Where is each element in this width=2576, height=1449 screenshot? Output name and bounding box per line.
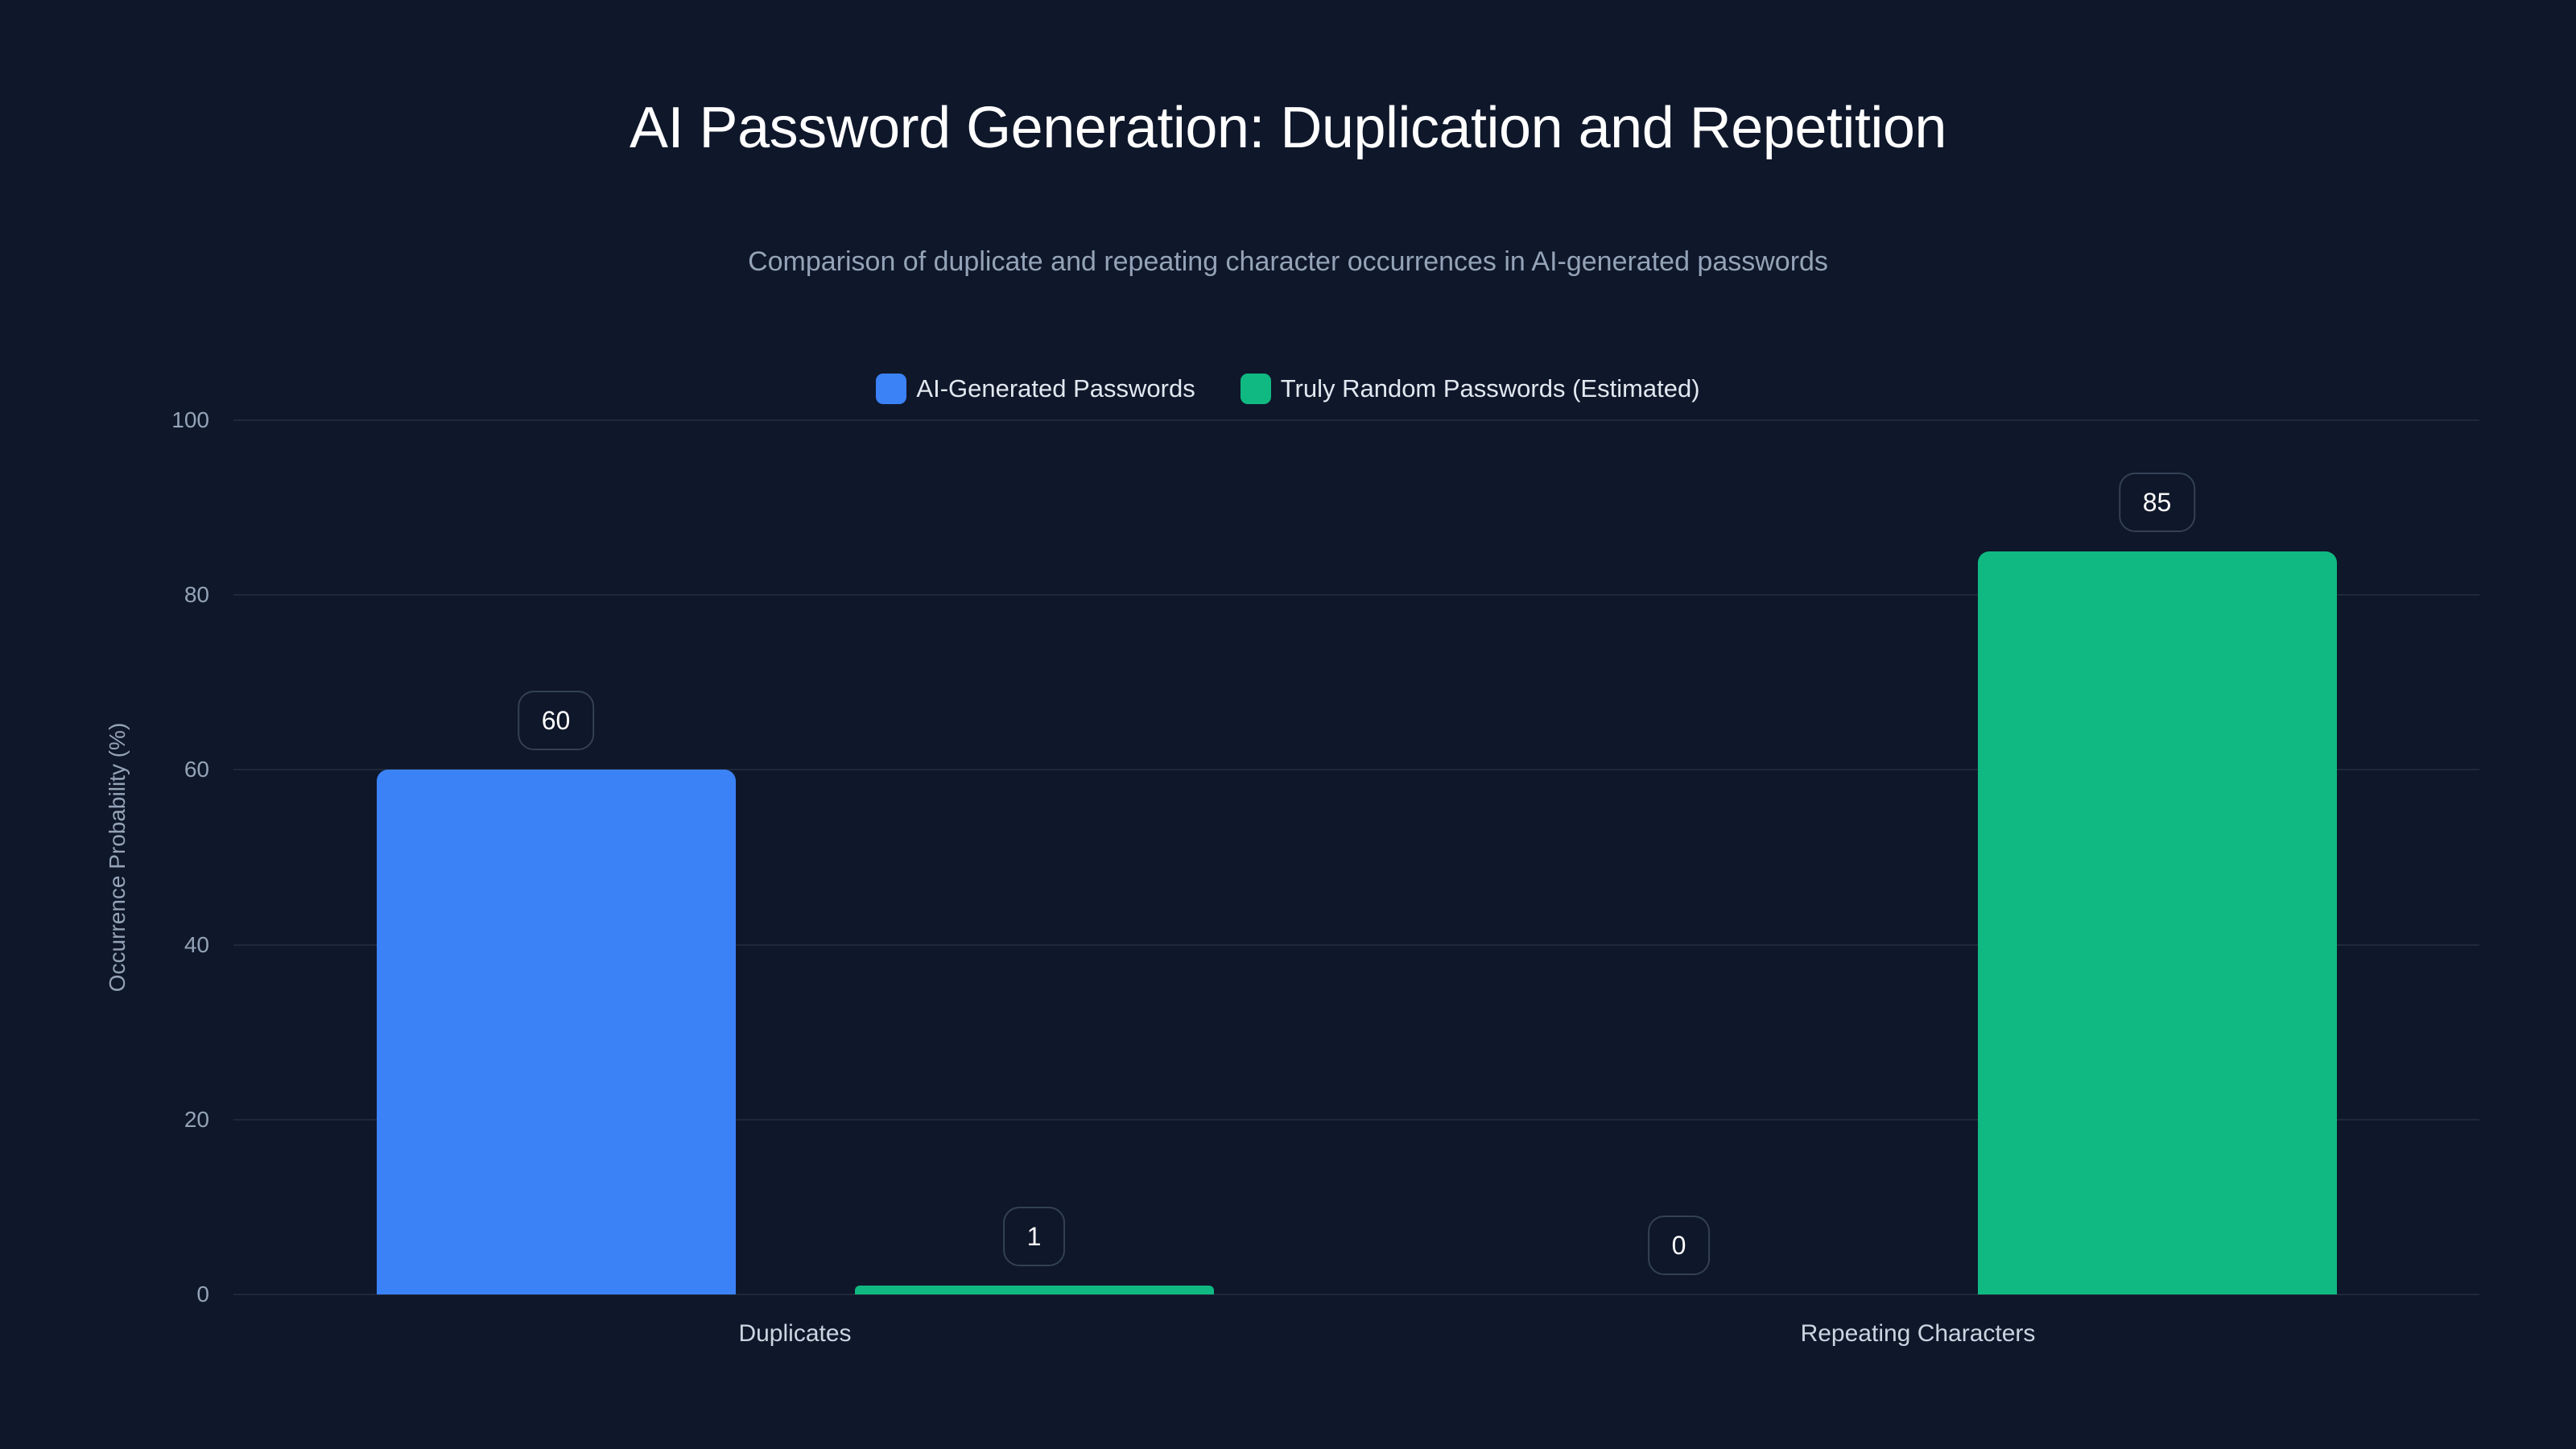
legend-swatch-ai-icon xyxy=(876,374,907,404)
legend-swatch-random-icon xyxy=(1240,374,1271,404)
y-tick-label: 0 xyxy=(196,1282,209,1307)
chart-title: AI Password Generation: Duplication and … xyxy=(630,96,1946,160)
y-tick-label: 60 xyxy=(184,757,209,782)
data-label: 60 xyxy=(517,691,595,751)
data-label: 85 xyxy=(2118,472,2196,532)
bar-random-1[interactable] xyxy=(1977,551,2337,1294)
legend-item-ai[interactable]: AI-Generated Passwords xyxy=(876,374,1195,404)
bar-ai-0[interactable] xyxy=(376,770,736,1294)
legend-label: Truly Random Passwords (Estimated) xyxy=(1280,374,1700,402)
bar-random-0[interactable] xyxy=(854,1286,1214,1294)
y-tick-label: 80 xyxy=(184,582,209,608)
gridline xyxy=(233,1118,2479,1121)
data-label: 0 xyxy=(1647,1216,1711,1275)
gridline xyxy=(233,594,2479,597)
y-tick-label: 100 xyxy=(171,407,209,432)
x-tick-label: Duplicates xyxy=(738,1320,852,1347)
y-tick-label: 20 xyxy=(184,1106,209,1132)
legend-label: AI-Generated Passwords xyxy=(916,374,1195,402)
gridline xyxy=(233,419,2479,421)
chart-subtitle: Comparison of duplicate and repeating ch… xyxy=(748,246,1828,277)
gridline xyxy=(233,1294,2479,1295)
plot-area: 0 20 40 60 80 100 60 1 0 85 xyxy=(171,407,2479,1307)
y-tick-label: 40 xyxy=(184,931,209,957)
gridline xyxy=(233,943,2479,946)
legend: AI-Generated Passwords Truly Random Pass… xyxy=(0,374,2576,404)
legend-item-random[interactable]: Truly Random Passwords (Estimated) xyxy=(1240,374,1700,404)
x-tick-label: Repeating Characters xyxy=(1800,1320,2036,1347)
gridline xyxy=(233,769,2479,771)
data-label: 1 xyxy=(1002,1207,1066,1267)
